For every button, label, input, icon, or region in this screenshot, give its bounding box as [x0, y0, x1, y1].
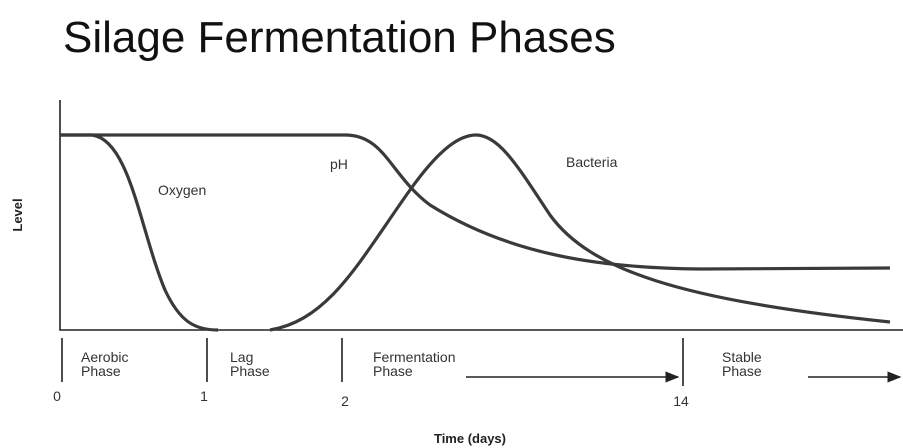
tick-label: 14: [673, 393, 689, 409]
tick-label: 1: [200, 388, 208, 404]
x-axis-label: Time (days): [434, 431, 506, 446]
phase-label: Fermentation Phase: [373, 349, 455, 379]
oxygen-curve: [60, 133, 219, 332]
phase-dividers: [61, 338, 684, 386]
axes: [59, 100, 903, 331]
curve-label: Oxygen: [158, 182, 206, 198]
phase-label: Stable Phase: [722, 349, 762, 379]
ph-curve: [60, 133, 891, 271]
tick-label: 0: [53, 388, 61, 404]
bacteria-curve: [269, 133, 891, 332]
curve-label: pH: [330, 156, 348, 172]
y-axis-label: Level: [10, 198, 25, 231]
phase-label: Aerobic Phase: [81, 349, 128, 379]
phase-label: Lag Phase: [230, 349, 270, 379]
tick-label: 2: [341, 393, 349, 409]
curve-label: Bacteria: [566, 154, 618, 170]
title: Silage Fermentation Phases: [63, 13, 616, 62]
